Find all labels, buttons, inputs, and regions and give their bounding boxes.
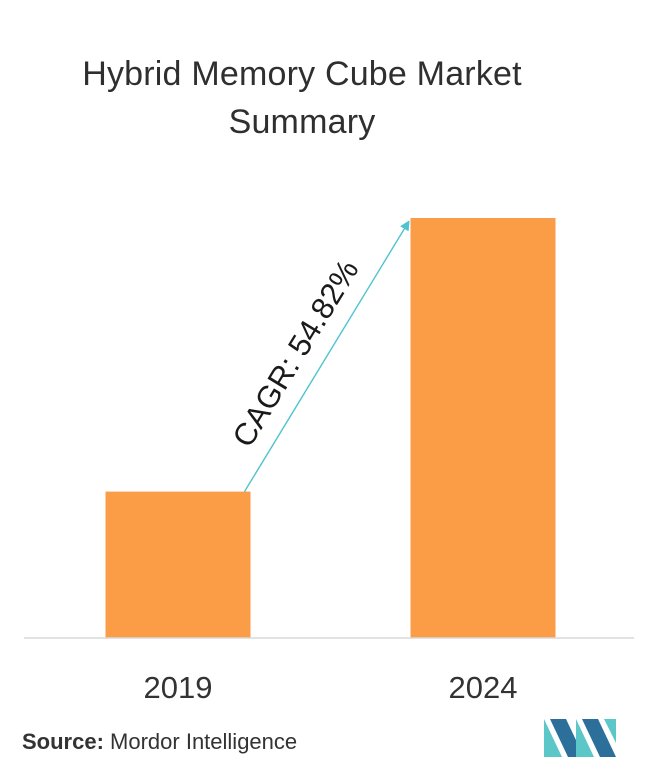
source-note: Source: Mordor Intelligence: [22, 727, 297, 757]
title-line-1: Hybrid Memory Cube Market: [82, 55, 522, 93]
x-tick-label-2019: 2019: [144, 670, 213, 705]
bar-2024: [410, 218, 556, 638]
title-line-2: Summary: [228, 103, 376, 141]
mordor-intelligence-logo-icon: [544, 719, 616, 757]
bars-group: [105, 218, 556, 638]
x-tick-label-2024: 2024: [449, 670, 518, 705]
x-tick-labels: 2019 2024: [144, 670, 518, 705]
cagr-arrow: [243, 220, 410, 492]
cagr-label: CAGR: 54.82%: [226, 254, 366, 453]
chart-title: Hybrid Memory Cube Market Summary: [22, 50, 582, 146]
source-text: Mordor Intelligence: [103, 729, 298, 754]
source-label: Source:: [22, 729, 104, 754]
bar-2019: [105, 491, 251, 638]
